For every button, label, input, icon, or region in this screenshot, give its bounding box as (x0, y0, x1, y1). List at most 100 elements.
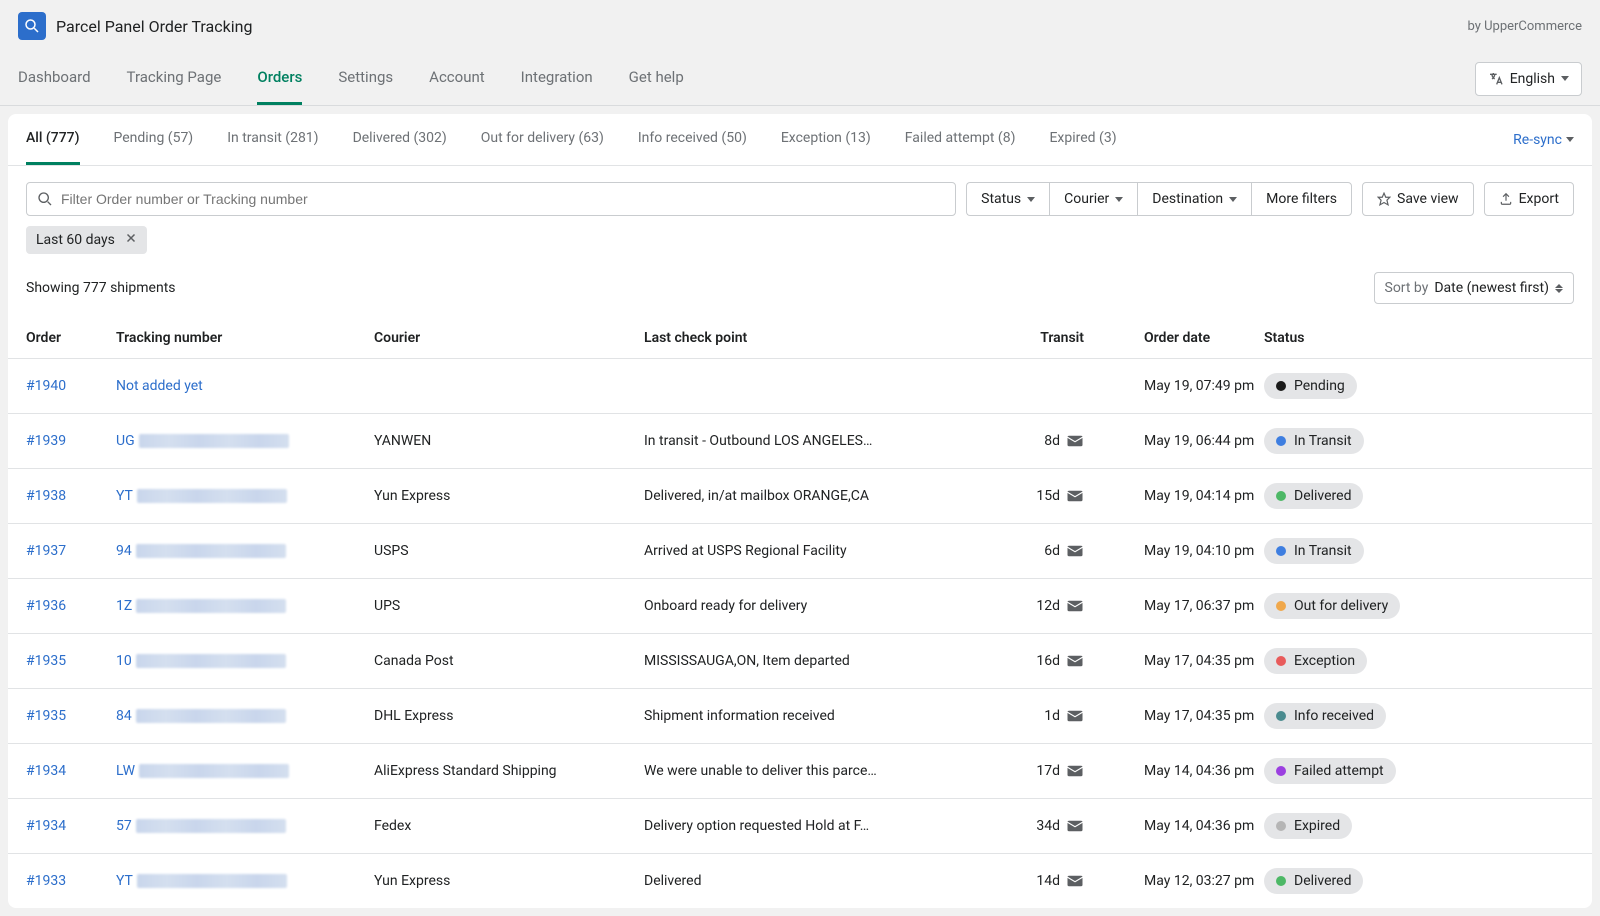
status-tab[interactable]: Out for delivery (63) (481, 114, 604, 165)
date-cell: May 17, 04:35 pm (1084, 653, 1264, 669)
sort-dropdown[interactable]: Sort by Date (newest first) (1374, 272, 1575, 304)
status-badge: Out for delivery (1264, 593, 1400, 619)
tracking-cell[interactable]: UG (116, 433, 374, 449)
order-link[interactable]: #1939 (26, 433, 116, 449)
tracking-cell[interactable]: 94 (116, 543, 374, 559)
checkpoint-cell: Arrived at USPS Regional Facility (644, 543, 984, 559)
order-link[interactable]: #1935 (26, 653, 116, 669)
language-button[interactable]: English (1475, 62, 1582, 96)
filter-destination[interactable]: Destination (1137, 182, 1251, 216)
status-tab[interactable]: In transit (281) (227, 114, 318, 165)
tracking-cell[interactable]: YT (116, 488, 374, 504)
courier-cell: Yun Express (374, 873, 644, 889)
topbar: Parcel Panel Order Tracking by UpperComm… (0, 0, 1600, 52)
checkpoint-cell: We were unable to deliver this parce… (644, 763, 984, 779)
app-icon (18, 12, 46, 40)
status-tab[interactable]: Exception (13) (781, 114, 871, 165)
col-order: Order (26, 330, 116, 346)
save-view-button[interactable]: Save view (1362, 182, 1474, 216)
filter-chip-date[interactable]: Last 60 days (26, 226, 147, 254)
order-link[interactable]: #1936 (26, 598, 116, 614)
order-link[interactable]: #1937 (26, 543, 116, 559)
chip-label: Last 60 days (36, 232, 115, 248)
table-row: #1938YTYun ExpressDelivered, in/at mailb… (8, 468, 1592, 523)
nav-tab-settings[interactable]: Settings (338, 52, 393, 105)
order-link[interactable]: #1933 (26, 873, 116, 889)
nav-tab-account[interactable]: Account (429, 52, 485, 105)
filter-status[interactable]: Status (966, 182, 1049, 216)
filters-bar: Status Courier Destination More filters … (8, 166, 1592, 226)
status-tab[interactable]: Failed attempt (8) (905, 114, 1016, 165)
col-courier: Courier (374, 330, 644, 346)
tracking-cell[interactable]: YT (116, 873, 374, 889)
status-badge: Delivered (1264, 483, 1363, 509)
date-cell: May 19, 04:10 pm (1084, 543, 1264, 559)
status-cell: In Transit (1264, 538, 1574, 564)
star-icon (1377, 192, 1391, 206)
tracking-number-blurred (137, 489, 287, 503)
mail-icon (1066, 654, 1084, 668)
mail-icon (1066, 434, 1084, 448)
status-tab[interactable]: All (777) (26, 114, 80, 165)
tracking-number-blurred (136, 654, 286, 668)
search-icon (37, 191, 53, 207)
nav-tab-integration[interactable]: Integration (521, 52, 593, 105)
order-link[interactable]: #1934 (26, 763, 116, 779)
status-tab[interactable]: Pending (57) (114, 114, 194, 165)
tracking-number-blurred (139, 434, 289, 448)
nav-tab-get-help[interactable]: Get help (629, 52, 684, 105)
transit-cell: 6d (984, 543, 1084, 559)
tracking-cell[interactable]: LW (116, 763, 374, 779)
search-box[interactable] (26, 182, 956, 216)
app-title: Parcel Panel Order Tracking (56, 17, 252, 36)
export-button[interactable]: Export (1484, 182, 1574, 216)
status-tab[interactable]: Info received (50) (638, 114, 747, 165)
col-tracking: Tracking number (116, 330, 374, 346)
tracking-cell[interactable]: 84 (116, 708, 374, 724)
transit-cell: 14d (984, 873, 1084, 889)
order-link[interactable]: #1935 (26, 708, 116, 724)
status-badge: In Transit (1264, 428, 1364, 454)
tracking-cell[interactable]: 10 (116, 653, 374, 669)
filter-more[interactable]: More filters (1251, 182, 1352, 216)
checkpoint-cell: Shipment information received (644, 708, 984, 724)
status-tab[interactable]: Expired (3) (1049, 114, 1116, 165)
showing-text: Showing 777 shipments (26, 280, 176, 296)
translate-icon (1488, 71, 1504, 87)
transit-cell: 34d (984, 818, 1084, 834)
checkpoint-cell: MISSISSAUGA,ON, Item departed (644, 653, 984, 669)
status-tab[interactable]: Delivered (302) (353, 114, 447, 165)
status-tabs-bar: All (777) Pending (57) In transit (281) Del… (8, 114, 1592, 166)
mail-icon (1066, 819, 1084, 833)
table-row: #1940Not added yetMay 19, 07:49 pmPendin… (8, 358, 1592, 413)
date-cell: May 19, 07:49 pm (1084, 378, 1264, 394)
status-badge: Expired (1264, 813, 1352, 839)
chevron-down-icon (1115, 197, 1123, 202)
tracking-cell[interactable]: Not added yet (116, 378, 374, 394)
status-cell: Expired (1264, 813, 1574, 839)
search-input[interactable] (61, 191, 945, 207)
order-link[interactable]: #1934 (26, 818, 116, 834)
status-tabs: All (777) Pending (57) In transit (281) Del… (26, 114, 1117, 165)
tracking-number-blurred (136, 819, 286, 833)
resync-link[interactable]: Re-sync (1513, 132, 1574, 148)
order-link[interactable]: #1940 (26, 378, 116, 394)
checkpoint-cell: Delivered (644, 873, 984, 889)
nav-tab-dashboard[interactable]: Dashboard (18, 52, 91, 105)
nav-tab-tracking-page[interactable]: Tracking Page (127, 52, 222, 105)
checkpoint-cell: Delivery option requested Hold at F… (644, 818, 984, 834)
close-icon[interactable] (125, 232, 137, 248)
tracking-cell[interactable]: 57 (116, 818, 374, 834)
status-badge: Info received (1264, 703, 1386, 729)
tracking-cell[interactable]: 1Z (116, 598, 374, 614)
mail-icon (1066, 544, 1084, 558)
order-link[interactable]: #1938 (26, 488, 116, 504)
chevron-down-icon (1027, 197, 1035, 202)
transit-cell: 17d (984, 763, 1084, 779)
topbar-left: Parcel Panel Order Tracking (18, 12, 252, 40)
chevron-down-icon (1229, 197, 1237, 202)
date-cell: May 17, 06:37 pm (1084, 598, 1264, 614)
nav-tab-orders[interactable]: Orders (257, 52, 302, 105)
filter-courier[interactable]: Courier (1049, 182, 1137, 216)
col-status: Status (1264, 330, 1574, 346)
